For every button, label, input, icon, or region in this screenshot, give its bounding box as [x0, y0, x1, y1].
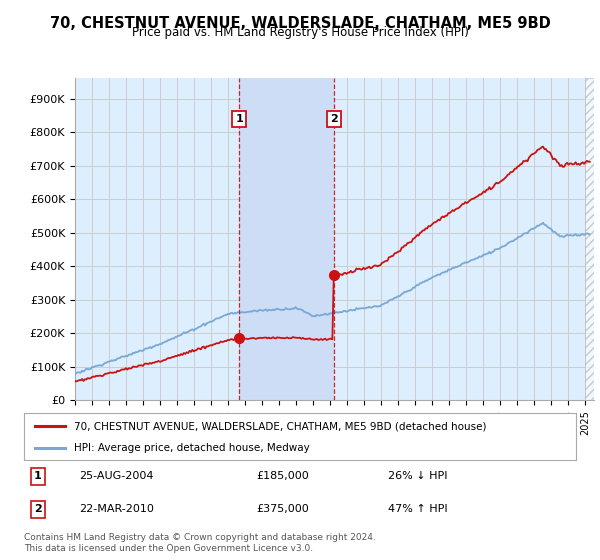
- Text: £185,000: £185,000: [256, 472, 308, 482]
- Text: 26% ↓ HPI: 26% ↓ HPI: [388, 472, 448, 482]
- Text: 22-MAR-2010: 22-MAR-2010: [79, 505, 154, 515]
- Text: £375,000: £375,000: [256, 505, 308, 515]
- Bar: [586, 78, 594, 400]
- Text: 25-AUG-2004: 25-AUG-2004: [79, 472, 154, 482]
- Text: 2: 2: [34, 505, 41, 515]
- Text: 1: 1: [34, 472, 41, 482]
- Text: 70, CHESTNUT AVENUE, WALDERSLADE, CHATHAM, ME5 9BD (detached house): 70, CHESTNUT AVENUE, WALDERSLADE, CHATHA…: [74, 421, 486, 431]
- Text: 2: 2: [330, 114, 338, 124]
- Text: HPI: Average price, detached house, Medway: HPI: Average price, detached house, Medw…: [74, 444, 310, 454]
- Text: 1: 1: [235, 114, 243, 124]
- Bar: [239, 78, 334, 400]
- Text: Contains HM Land Registry data © Crown copyright and database right 2024.
This d: Contains HM Land Registry data © Crown c…: [24, 533, 376, 553]
- Text: 47% ↑ HPI: 47% ↑ HPI: [388, 505, 448, 515]
- Text: Price paid vs. HM Land Registry's House Price Index (HPI): Price paid vs. HM Land Registry's House …: [131, 26, 469, 39]
- Text: 70, CHESTNUT AVENUE, WALDERSLADE, CHATHAM, ME5 9BD: 70, CHESTNUT AVENUE, WALDERSLADE, CHATHA…: [50, 16, 550, 31]
